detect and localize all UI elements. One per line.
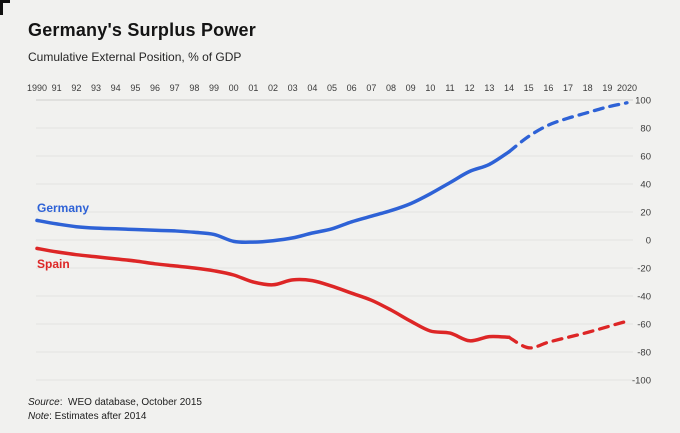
x-tick-label: 91 [52, 83, 62, 93]
spain-line-dashed-estimates [507, 319, 629, 350]
x-tick-label: 19 [602, 83, 612, 93]
germany-line-dashed-estimates [507, 101, 629, 154]
source-label: Source [28, 397, 60, 408]
note-line: Note: Estimates after 2014 [28, 410, 146, 424]
x-tick-label: 05 [327, 83, 337, 93]
x-tick-label: 06 [347, 83, 357, 93]
x-tick-label: 1990 [27, 83, 47, 93]
y-tick-label: -60 [637, 320, 651, 331]
x-tick-label: 96 [150, 83, 160, 93]
x-tick-label: 02 [268, 83, 278, 93]
y-tick-label: -40 [637, 292, 651, 303]
x-tick-label: 99 [209, 83, 219, 93]
x-tick-label: 15 [524, 83, 534, 93]
x-tick-label: 2020 [617, 83, 637, 93]
chart-subtitle: Cumulative External Position, % of GDP [28, 50, 242, 64]
x-tick-label: 13 [484, 83, 494, 93]
x-tick-label: 01 [248, 83, 258, 93]
x-tick-label: 17 [563, 83, 573, 93]
x-tick-label: 16 [543, 83, 553, 93]
y-axis-labels: 100 80 60 40 20 0 -20 -40 -60 -80 -100 [632, 96, 651, 387]
note-text: : Estimates after 2014 [49, 411, 147, 422]
x-tick-label: 92 [71, 83, 81, 93]
x-axis-labels: 1990 91 92 93 94 95 96 97 98 99 00 01 02 03 04 05 06 07 08… [27, 83, 637, 93]
legend-germany: Germany [37, 201, 90, 215]
x-tick-label: 98 [189, 83, 199, 93]
x-tick-label: 11 [445, 83, 454, 93]
y-tick-label: 60 [640, 152, 651, 163]
y-tick-label: 20 [640, 208, 651, 219]
x-tick-label: 04 [307, 83, 317, 93]
source-line: Source: WEO database, October 2015 [28, 396, 202, 410]
x-tick-label: 14 [504, 83, 514, 93]
x-tick-label: 97 [170, 83, 180, 93]
page-title: Germany's Surplus Power [28, 20, 256, 40]
x-tick-label: 93 [91, 83, 101, 93]
y-tick-label: -80 [637, 348, 651, 359]
gridlines [36, 99, 633, 381]
germany-line-solid [35, 150, 511, 245]
x-tick-label: 09 [406, 83, 416, 93]
x-tick-label: 10 [425, 83, 435, 93]
x-tick-label: 00 [229, 83, 239, 93]
x-tick-label: 95 [130, 83, 140, 93]
spain-line-solid [35, 246, 511, 343]
screenshot-corner-artifact [0, 0, 10, 15]
y-tick-label: 80 [640, 124, 651, 135]
source-text: : WEO database, October 2015 [59, 397, 202, 408]
y-tick-label: -100 [632, 376, 651, 387]
x-tick-label: 08 [386, 83, 396, 93]
y-tick-label: 40 [640, 180, 651, 191]
legend-spain: Spain [37, 257, 70, 271]
x-tick-label: 03 [288, 83, 298, 93]
y-tick-label: 100 [635, 96, 651, 107]
x-tick-label: 18 [583, 83, 593, 93]
y-tick-label: 0 [646, 236, 651, 247]
x-tick-label: 07 [366, 83, 376, 93]
x-tick-label: 94 [111, 83, 121, 93]
note-label: Note [28, 411, 50, 422]
y-tick-label: -20 [637, 264, 651, 275]
x-tick-label: 12 [465, 83, 475, 93]
